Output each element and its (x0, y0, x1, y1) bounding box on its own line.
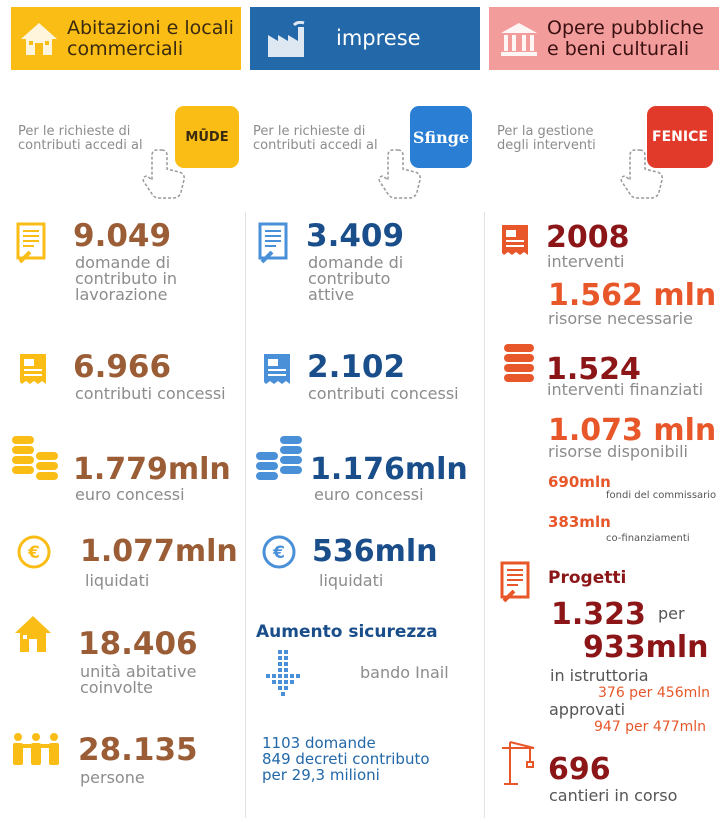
imprese-sicurezza-title: Aumento sicurezza (256, 622, 438, 642)
factory-icon (264, 20, 306, 57)
opere-interventi-value: 2008 (546, 220, 630, 255)
imprese-inail-line: 1103 domande (262, 734, 376, 752)
imprese-bando-label: bando Inail (360, 663, 449, 682)
abitazioni-euro-value: 1.779mln (73, 452, 231, 487)
fenice-logo-button[interactable]: FENICE (647, 106, 713, 168)
column-divider (484, 212, 485, 818)
opere-interventi-label: interventi (547, 252, 625, 271)
mude-logo-button[interactable]: MŪDE (175, 106, 239, 168)
receipt-icon (500, 223, 530, 259)
imprese-liquidati-value: 536mln (312, 534, 438, 569)
abitazioni-concessi-value: 6.966 (73, 349, 172, 385)
header-imprese: imprese (250, 7, 480, 70)
hand-pointer-icon (620, 148, 668, 200)
receipt-icon (18, 352, 48, 388)
abitazioni-concessi-label: contributi concessi (75, 384, 226, 403)
sfinge-access-text: Per le richieste di contributi accedi al (253, 124, 378, 153)
opere-approvati-label: approvati (549, 700, 626, 719)
header-opere-label: Opere pubbliche e beni culturali (547, 16, 704, 60)
abitazioni-persone-label: persone (80, 768, 145, 787)
opere-risorse-value: 1.562 mln (548, 278, 717, 313)
opere-disponibili-value: 1.073 mln (548, 413, 717, 448)
opere-progetti-title: Progetti (548, 568, 627, 588)
opere-risorse-label: risorse necessarie (548, 309, 693, 328)
abitazioni-domande-label: domande di contributo in lavorazione (75, 253, 178, 304)
abitazioni-euro-label: euro concessi (75, 485, 185, 504)
temple-icon (499, 19, 539, 59)
opere-finanziati-label: interventi finanziati (547, 380, 704, 399)
house-icon (19, 19, 59, 59)
document-icon (258, 222, 292, 264)
fenice-logo-label: FENICE (652, 129, 708, 145)
opere-cantieri-label: cantieri in corso (549, 786, 678, 805)
header-abitazioni: Abitazioni e locali commerciali (11, 7, 241, 70)
document-icon (16, 222, 50, 264)
opere-istruttoria-label: in istruttoria (550, 666, 649, 685)
opere-finanziati-value: 1.524 (546, 352, 641, 387)
imprese-domande-value: 3.409 (306, 218, 405, 254)
imprese-inail-line: per 29,3 milioni (262, 766, 380, 784)
opere-progetti-value: 1.323 (551, 597, 646, 632)
document-icon (500, 561, 534, 603)
crane-icon (500, 740, 536, 786)
abitazioni-unita-value: 18.406 (78, 626, 198, 662)
header-abitazioni-label: Abitazioni e locali commerciali (67, 16, 234, 60)
opere-cantieri-value: 696 (548, 752, 611, 787)
abitazioni-domande-value: 9.049 (73, 218, 172, 254)
imprese-concessi-label: contributi concessi (308, 384, 459, 403)
hand-pointer-icon (378, 148, 426, 200)
mude-logo-label: MŪDE (185, 129, 229, 145)
header-opere: Opere pubbliche e beni culturali (489, 7, 719, 70)
imprese-domande-label: domande di contributo attive (308, 253, 404, 304)
abitazioni-unita-label: unità abitative coinvolte (80, 662, 197, 697)
imprese-euro-label: euro concessi (314, 485, 424, 504)
header-imprese-label: imprese (336, 26, 421, 50)
imprese-inail-details: 1103 domande 849 decreti contributo per … (262, 735, 430, 783)
abitazioni-persone-value: 28.135 (78, 732, 198, 768)
opere-disponibili-label: risorse disponibili (548, 442, 688, 461)
opere-commissario-label: fondi del commissario (606, 490, 717, 501)
fenice-access-text: Per la gestione degli interventi (497, 124, 596, 153)
imprese-inail-line: 849 decreti contributo (262, 750, 430, 768)
abitazioni-liquidati-value: 1.077mln (80, 534, 238, 569)
coins-stack-icon (254, 432, 304, 482)
imprese-euro-value: 1.176mln (310, 452, 468, 487)
opere-approvati-detail: 947 per 477mln (594, 719, 706, 735)
people-icon (10, 732, 62, 766)
coins-stack-icon (10, 432, 60, 482)
opere-cofin-label: co-finanziamenti (606, 533, 690, 544)
hand-pointer-icon (142, 148, 190, 200)
opere-cofin-value: 383mln (548, 513, 611, 531)
mude-access-text: Per le richieste di contributi accedi al (18, 124, 143, 153)
column-divider (245, 212, 246, 818)
imprese-concessi-value: 2.102 (307, 349, 406, 385)
opere-commissario-value: 690mln (548, 473, 611, 491)
euro-coin-icon: € (261, 534, 297, 570)
opere-istruttoria-detail: 376 per 456mln (598, 685, 710, 701)
svg-text:€: € (272, 543, 285, 563)
sfinge-logo-button[interactable]: Sfinge (410, 106, 472, 168)
coins-stack-icon (500, 342, 540, 382)
receipt-icon (262, 352, 292, 388)
sfinge-logo-label: Sfinge (412, 127, 470, 147)
opere-progetti-amount: 933mln (583, 630, 709, 665)
svg-text:€: € (27, 543, 40, 563)
home-icon (14, 614, 52, 654)
abitazioni-liquidati-label: liquidati (85, 571, 150, 590)
imprese-liquidati-label: liquidati (319, 571, 384, 590)
euro-coin-icon: € (16, 534, 52, 570)
opere-per-label: per (658, 604, 685, 623)
arrow-down-icon (262, 650, 308, 708)
